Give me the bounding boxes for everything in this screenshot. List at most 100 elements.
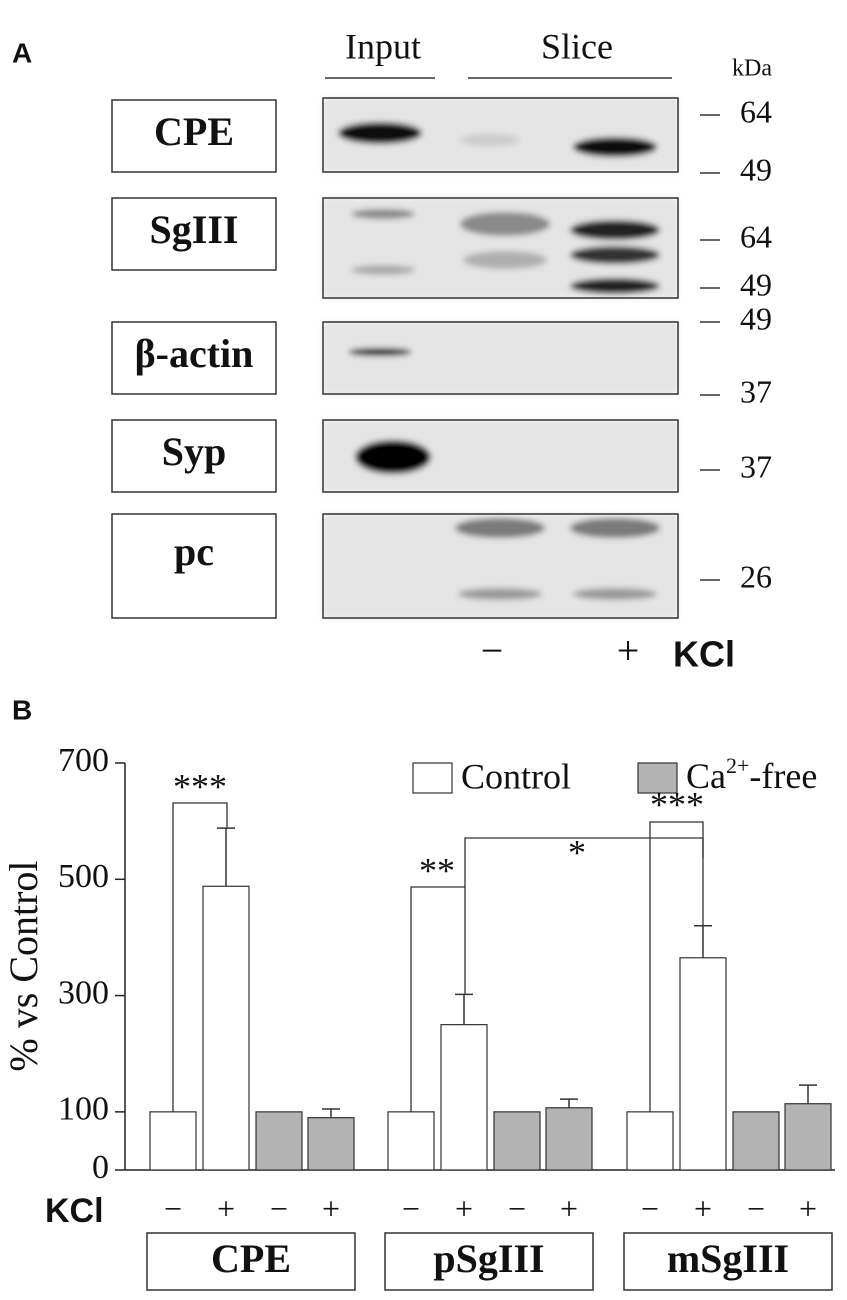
marker-label: 64: [740, 218, 772, 254]
bar: [493, 1111, 541, 1171]
band: [348, 348, 412, 356]
band: [458, 588, 542, 600]
band: [573, 137, 657, 157]
kcl-level: −: [402, 1190, 420, 1226]
bar: [679, 957, 727, 1171]
marker-label: 64: [740, 93, 772, 129]
band: [570, 278, 660, 294]
significance-label: *: [568, 832, 586, 872]
y-tick-label: 100: [58, 1091, 109, 1128]
band: [463, 251, 547, 269]
bar: [149, 1111, 197, 1171]
kcl-label: KCl: [673, 634, 735, 675]
row-label: β-actin: [135, 331, 254, 376]
band: [460, 212, 550, 236]
row-label: SgIII: [150, 207, 239, 252]
label-box: [111, 513, 277, 619]
bar: [440, 1024, 488, 1171]
marker-label: 26: [740, 558, 772, 594]
y-axis-label: % vs Control: [1, 860, 46, 1071]
bar: [626, 1111, 674, 1171]
kcl-plus: +: [617, 628, 640, 673]
band: [570, 220, 660, 240]
bar: [307, 1117, 355, 1171]
marker-label: 49: [740, 151, 772, 187]
error-bar: [217, 827, 235, 887]
group-box: [384, 1232, 594, 1291]
significance-label: ***: [650, 784, 704, 824]
bar: [387, 1111, 435, 1171]
significance-bracket: [172, 802, 228, 1112]
band: [351, 209, 415, 219]
kcl-level: +: [455, 1190, 473, 1226]
significance-bracket: [464, 837, 704, 887]
row-label: Syp: [162, 429, 227, 474]
band: [338, 122, 422, 144]
kcl-level: −: [641, 1190, 659, 1226]
blot-frames: [322, 97, 679, 619]
panel-label: B: [12, 694, 32, 725]
y-tick-label: 700: [58, 742, 109, 779]
significance-label: **: [419, 850, 455, 890]
marker-label: 37: [740, 373, 772, 409]
band: [355, 440, 431, 474]
label-box: [111, 197, 277, 271]
significance-bracket: [410, 886, 466, 1112]
significance-label: ***: [173, 766, 227, 806]
marker-label: 49: [740, 266, 772, 302]
kcl-level: +: [799, 1190, 817, 1226]
kcl-level: +: [694, 1190, 712, 1226]
bar: [202, 885, 250, 1171]
marker-label: 49: [740, 300, 772, 336]
y-tick-label: 0: [92, 1149, 109, 1186]
x-category-label: CPE: [211, 1236, 291, 1281]
label-box: [111, 99, 277, 173]
error-bar: [694, 925, 712, 958]
kcl-level: +: [560, 1190, 578, 1226]
band: [455, 518, 545, 538]
legend-label: Ca2+-free: [686, 753, 817, 796]
band: [570, 518, 660, 538]
x-category-label: mSgIII: [667, 1236, 789, 1281]
kcl-level: −: [747, 1190, 765, 1226]
unit-label: kDa: [732, 56, 772, 82]
kcl-label: KCl: [45, 1192, 104, 1230]
group-box: [623, 1232, 833, 1291]
error-bar: [455, 993, 473, 1025]
y-tick-label: 500: [58, 858, 109, 895]
input-header: Input: [345, 26, 421, 66]
kcl-level: −: [508, 1190, 526, 1226]
bar: [545, 1107, 593, 1171]
marker-label: 37: [740, 448, 772, 484]
error-bar: [560, 1098, 578, 1108]
band: [460, 134, 520, 146]
row-label: CPE: [154, 109, 234, 154]
group-box: [146, 1232, 356, 1291]
bar: [255, 1111, 303, 1171]
bar: [784, 1103, 832, 1171]
blot: [323, 322, 678, 394]
panel-label: A: [12, 37, 32, 68]
y-tick-label: 300: [58, 974, 109, 1011]
kcl-minus: −: [481, 628, 504, 673]
bar: [732, 1111, 780, 1171]
error-bar: [322, 1108, 340, 1118]
band: [351, 265, 415, 275]
kcl-level: +: [217, 1190, 235, 1226]
kcl-level: −: [270, 1190, 288, 1226]
label-box: [111, 321, 277, 395]
legend-swatch: [412, 762, 453, 794]
kcl-level: −: [164, 1190, 182, 1226]
label-box: [111, 419, 277, 493]
blots: [323, 98, 678, 618]
band: [573, 588, 657, 600]
significance-bracket: [649, 821, 704, 1112]
row-label: pc: [174, 529, 214, 574]
error-bar: [799, 1084, 817, 1104]
legend-swatch: [637, 762, 678, 794]
kcl-level: +: [322, 1190, 340, 1226]
band: [570, 246, 660, 264]
slice-header: Slice: [541, 26, 613, 66]
legend-label: Control: [461, 756, 571, 796]
